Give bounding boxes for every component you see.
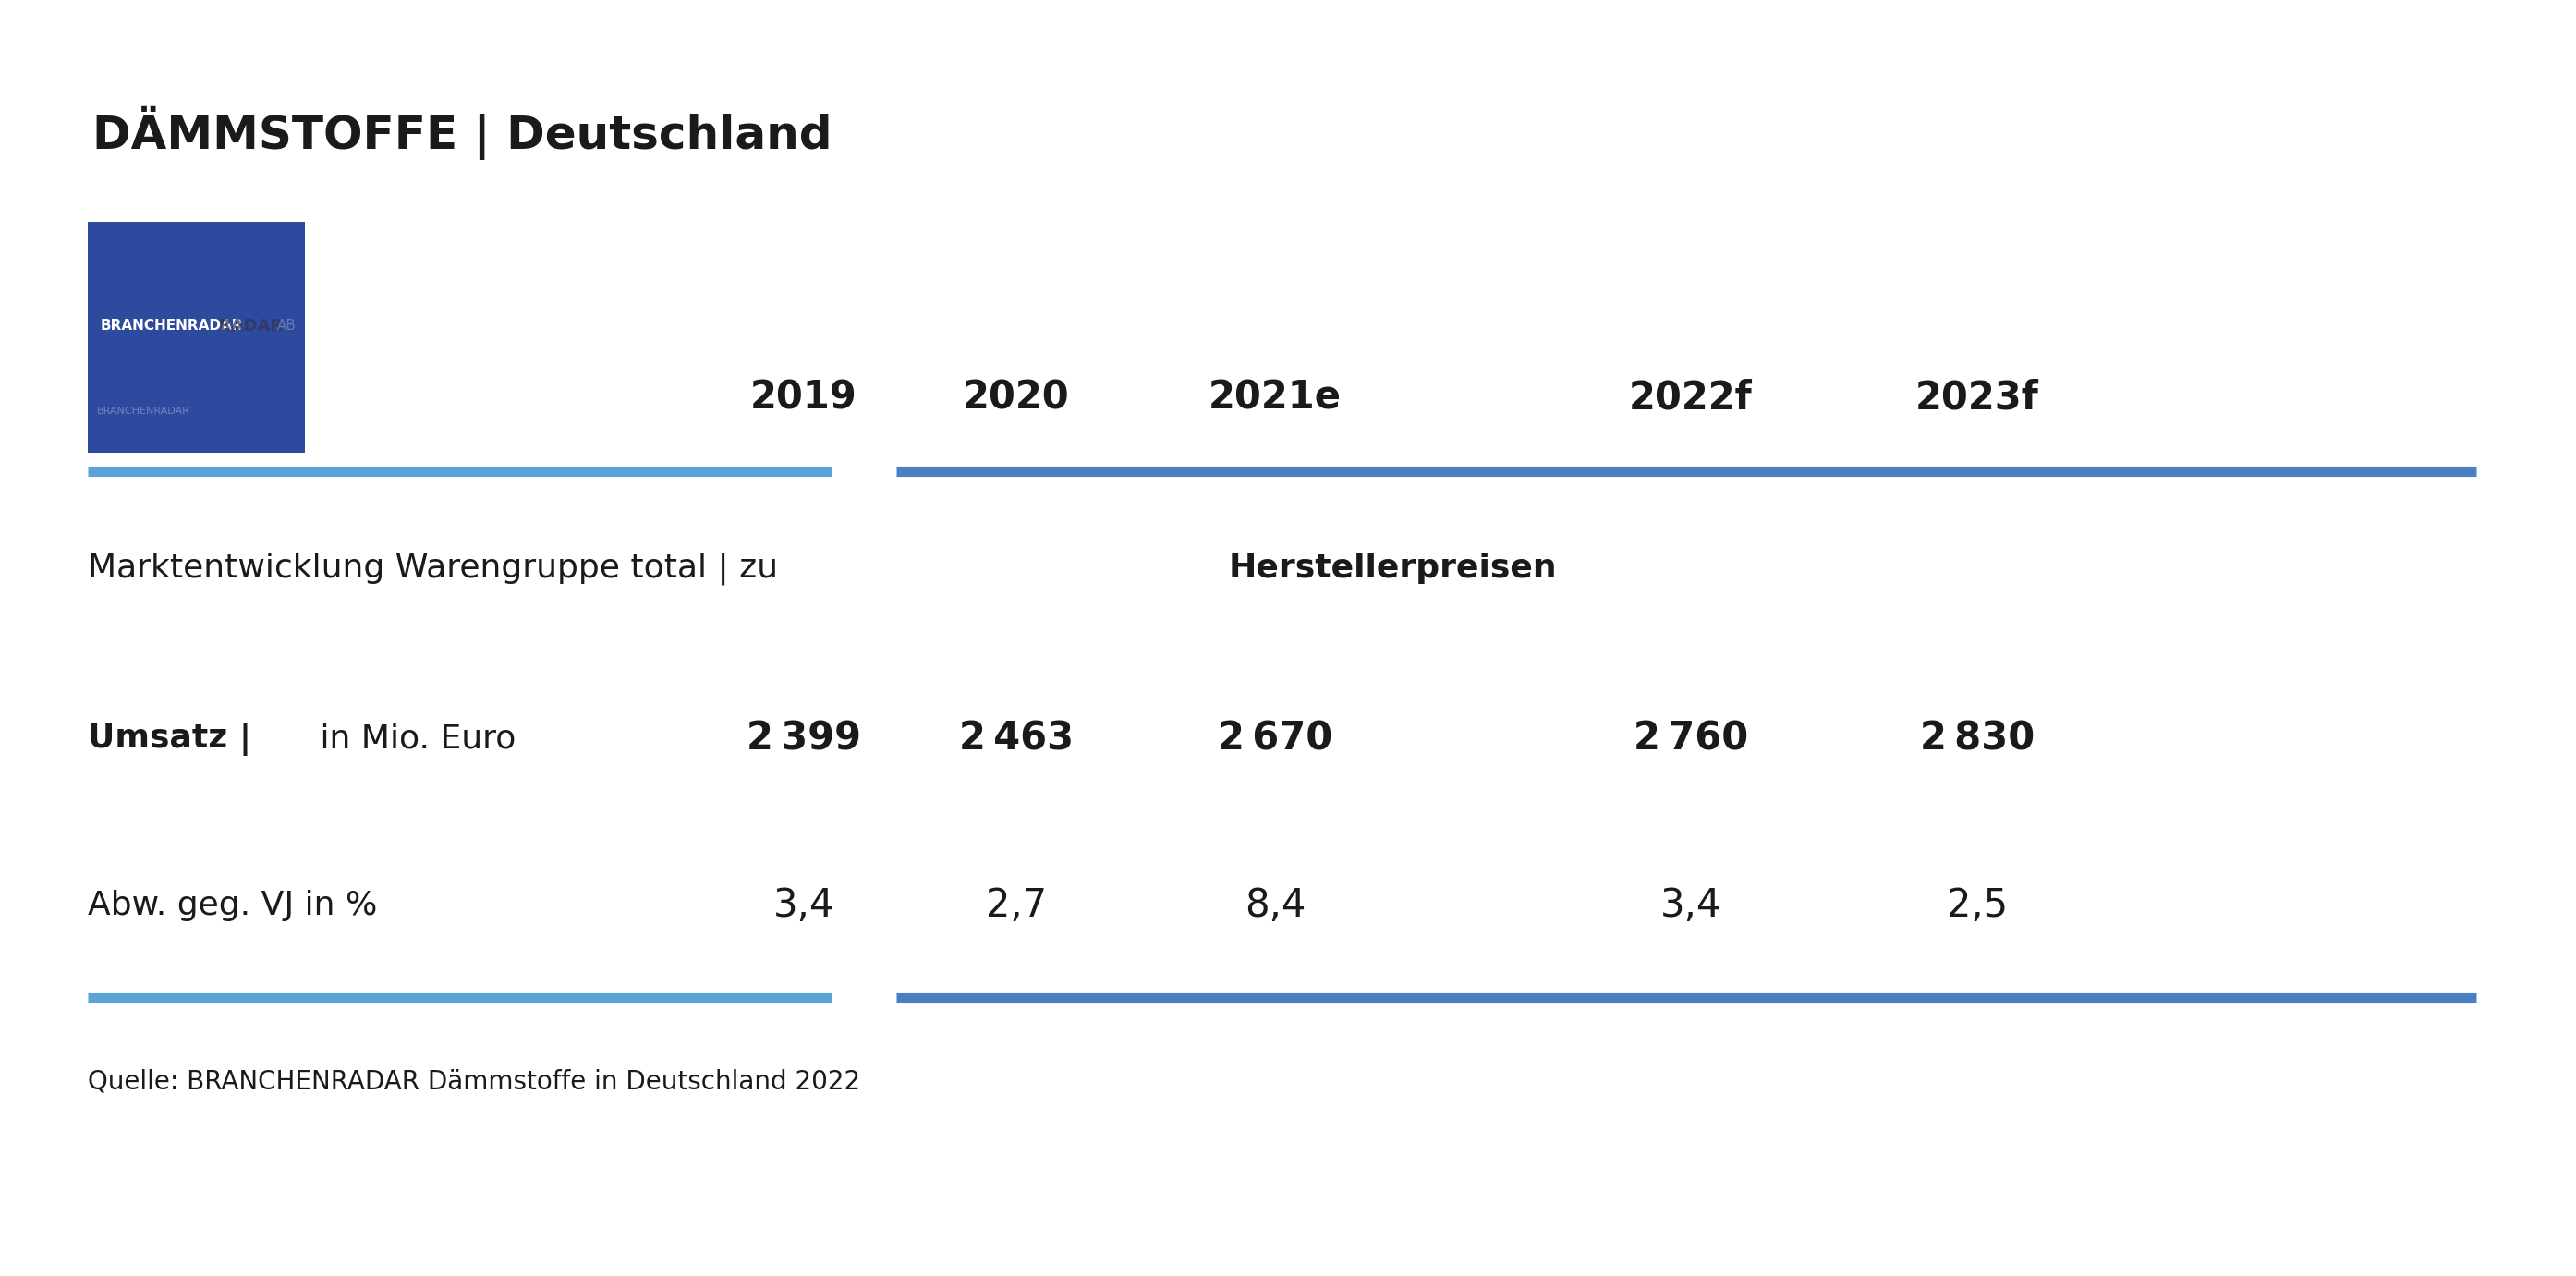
Text: in Mio. Euro: in Mio. Euro: [309, 723, 515, 755]
Text: 2023f: 2023f: [1917, 378, 2040, 417]
Text: 2 463: 2 463: [958, 720, 1074, 758]
Text: 2019: 2019: [750, 378, 858, 417]
Text: 2 760: 2 760: [1633, 720, 1749, 758]
Text: Umsatz |: Umsatz |: [88, 722, 252, 755]
Text: Quelle: BRANCHENRADAR Dämmstoffe in Deutschland 2022: Quelle: BRANCHENRADAR Dämmstoffe in Deut…: [88, 1068, 860, 1094]
Text: RADAR: RADAR: [219, 318, 283, 334]
Text: 3,4: 3,4: [773, 886, 835, 925]
Text: 8,4: 8,4: [1244, 886, 1306, 925]
Text: 2022f: 2022f: [1628, 378, 1752, 417]
Text: Abw. geg. VJ in %: Abw. geg. VJ in %: [88, 889, 376, 921]
Text: 2,7: 2,7: [987, 886, 1046, 925]
FancyBboxPatch shape: [88, 222, 304, 453]
Text: 2021e: 2021e: [1208, 378, 1342, 417]
Text: 2020: 2020: [963, 378, 1069, 417]
Text: AB: AB: [276, 319, 296, 333]
Text: DÄMMSTOFFE | Deutschland: DÄMMSTOFFE | Deutschland: [93, 106, 832, 160]
Text: 2,5: 2,5: [1947, 886, 2007, 925]
Text: Herstellerpreisen: Herstellerpreisen: [1229, 553, 1558, 584]
Text: 2 670: 2 670: [1218, 720, 1332, 758]
Text: 2 399: 2 399: [747, 720, 860, 758]
Text: BRANCHENRADAR: BRANCHENRADAR: [95, 407, 191, 416]
Text: BRANCHENRADAR: BRANCHENRADAR: [100, 319, 245, 333]
Text: Marktentwicklung Warengruppe total | zu: Marktentwicklung Warengruppe total | zu: [88, 551, 788, 584]
Text: 3,4: 3,4: [1659, 886, 1721, 925]
Text: 2 830: 2 830: [1919, 720, 2035, 758]
